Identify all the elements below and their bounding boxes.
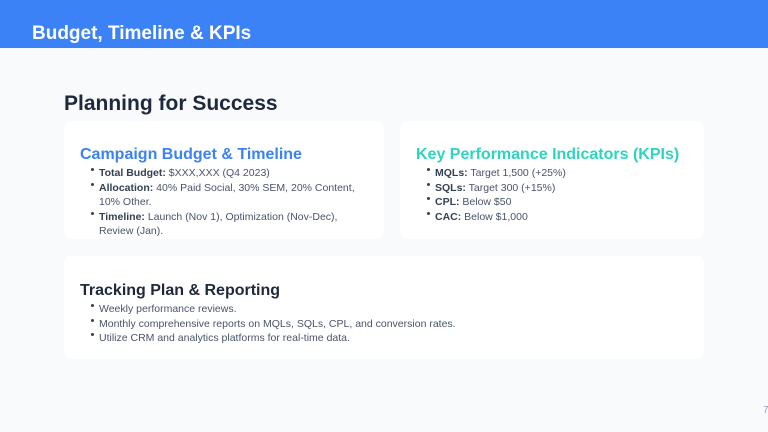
list-item: Utilize CRM and analytics platforms for … — [91, 331, 688, 346]
list-item: CPL: Below $50 — [427, 195, 688, 210]
list-item: Total Budget: $XXX,XXX (Q4 2023) — [91, 166, 368, 181]
budget-card-title: Campaign Budget & Timeline — [80, 146, 302, 163]
list-item: Timeline: Launch (Nov 1), Optimization (… — [91, 210, 368, 239]
tracking-card-title: Tracking Plan & Reporting — [80, 282, 281, 299]
list-item: Monthly comprehensive reports on MQLs, S… — [91, 317, 688, 332]
kpi-card: Key Performance Indicators (KPIs) MQLs: … — [400, 121, 704, 239]
page-title: Planning for Success — [64, 92, 278, 115]
list-item: Allocation: 40% Paid Social, 30% SEM, 20… — [91, 181, 368, 210]
list-item: SQLs: Target 300 (+15%) — [427, 181, 688, 196]
slide-title: Budget, Timeline & KPIs — [32, 23, 252, 44]
budget-card: Campaign Budget & Timeline Total Budget:… — [64, 121, 384, 239]
list-item: Weekly performance reviews. — [91, 302, 688, 317]
kpi-card-title: Key Performance Indicators (KPIs) — [416, 146, 680, 163]
list-item: CAC: Below $1,000 — [427, 210, 688, 225]
header-bar: Budget, Timeline & KPIs — [0, 0, 768, 48]
list-item: MQLs: Target 1,500 (+25%) — [427, 166, 688, 181]
tracking-card: Tracking Plan & Reporting Weekly perform… — [64, 256, 704, 359]
page-number: 7 — [763, 405, 768, 416]
